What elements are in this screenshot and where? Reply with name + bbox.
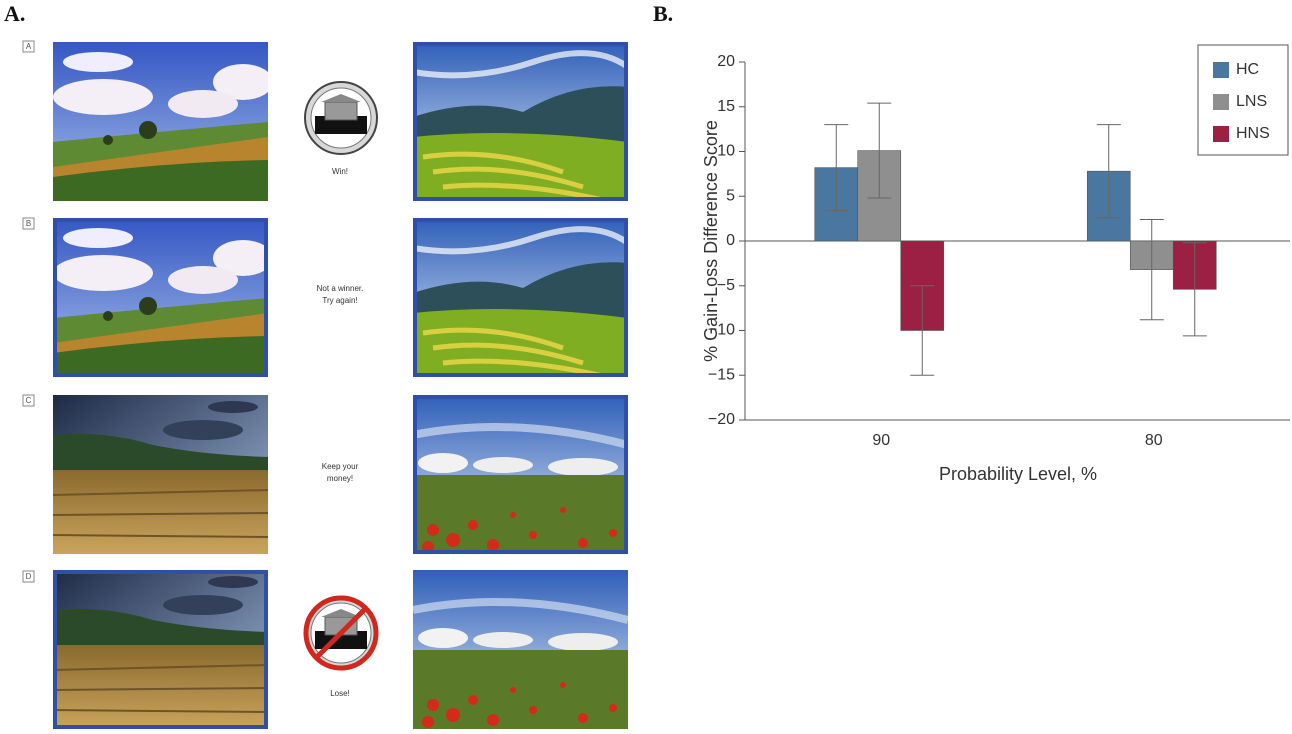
- image-border: [413, 218, 628, 377]
- row-label: C: [26, 396, 32, 405]
- y-tick-label: −5: [717, 277, 735, 294]
- panel-label: A.: [4, 1, 25, 26]
- caption: Try again!: [322, 296, 357, 305]
- row-label: D: [26, 572, 32, 581]
- row-label: A: [26, 42, 32, 51]
- legend-swatch: [1213, 94, 1229, 110]
- x-tick-label: 80: [1145, 432, 1163, 449]
- image: [53, 42, 273, 201]
- caption: Win!: [332, 167, 348, 176]
- no-sign: [314, 606, 368, 660]
- row: D Lose!: [22, 570, 628, 729]
- legend-label: HC: [1236, 61, 1259, 78]
- coin: [304, 81, 378, 155]
- caption: money!: [327, 474, 353, 483]
- error-bar: [1096, 124, 1121, 219]
- error-bar: [1139, 219, 1164, 321]
- row: B Not a winner. Try again!: [22, 217, 628, 377]
- y-tick-label: 10: [717, 143, 735, 160]
- y-tick-label: 20: [717, 53, 735, 70]
- y-tick-label: 5: [726, 187, 735, 204]
- chart: Probability Level, % % Gain-Loss Differe…: [701, 120, 1097, 484]
- row-label-box: [22, 40, 35, 53]
- legend: HC LNS HNS: [1197, 44, 1289, 156]
- image-border: [413, 395, 628, 554]
- image: [53, 395, 268, 554]
- y-tick-label: −20: [708, 411, 735, 428]
- row-label: B: [26, 219, 31, 228]
- caption: Not a winner.: [317, 284, 364, 293]
- caption: Keep your: [322, 462, 359, 471]
- row-label-box: [22, 217, 35, 230]
- no-sign: [303, 595, 379, 671]
- image: [53, 570, 268, 729]
- y-tick-label: 15: [717, 98, 735, 115]
- y-tick-label: −10: [708, 322, 735, 339]
- image: [413, 570, 628, 729]
- row-label-box: [22, 570, 35, 583]
- error-bar: [867, 102, 892, 199]
- image: [413, 395, 628, 554]
- error-bar: [1182, 242, 1207, 337]
- y-axis-label: % Gain-Loss Difference Score: [701, 120, 721, 362]
- legend-label: HNS: [1236, 125, 1270, 142]
- row: A Win!: [22, 40, 628, 201]
- x-axis-label: Probability Level, %: [939, 464, 1097, 484]
- image-border: [413, 42, 628, 201]
- error-bar: [824, 124, 849, 212]
- legend-swatch: [1213, 62, 1229, 78]
- image-border: [53, 570, 268, 729]
- error-bar: [910, 285, 935, 376]
- y-tick-label: 0: [726, 232, 735, 249]
- row-label-box: [22, 394, 35, 407]
- y-tick-label: −15: [708, 366, 735, 383]
- image: [53, 218, 273, 377]
- image: [413, 42, 628, 201]
- legend-label: LNS: [1236, 93, 1267, 110]
- panel-label: B.: [653, 1, 673, 26]
- row: C Keep your money!: [22, 394, 628, 554]
- legend-swatch: [1213, 126, 1229, 142]
- x-tick-label: 90: [872, 432, 890, 449]
- image: [413, 218, 628, 377]
- caption: Lose!: [330, 689, 350, 698]
- image-border: [53, 218, 268, 377]
